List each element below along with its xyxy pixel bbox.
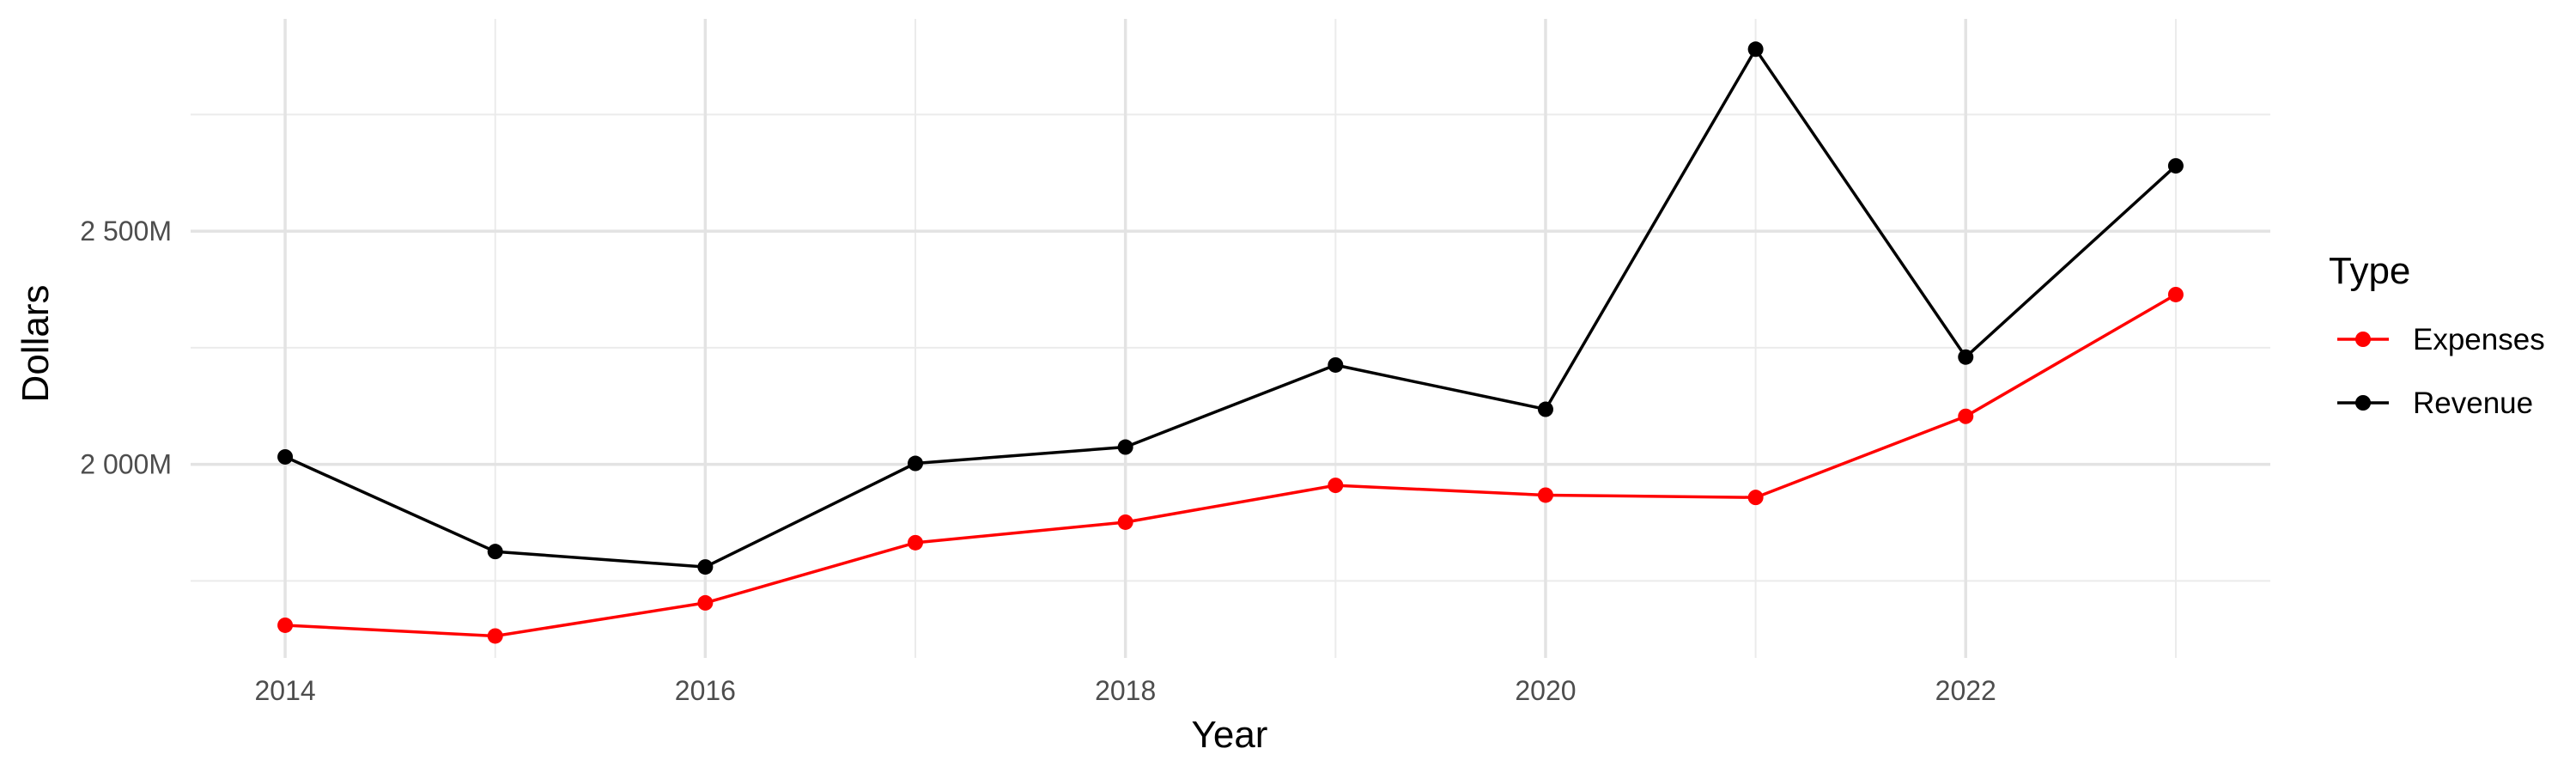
legend-title: Type — [2329, 250, 2410, 292]
revenue-point — [487, 544, 503, 560]
legend-items: Expenses Revenue — [2337, 323, 2545, 420]
x-tick-label: 2014 — [254, 675, 315, 706]
revenue-point — [1117, 439, 1133, 455]
expenses-point — [1537, 487, 1553, 503]
revenue-point — [1958, 349, 1974, 365]
series-layer — [277, 41, 2184, 644]
legend-key-revenue-point — [2355, 395, 2371, 411]
x-tick-label: 2022 — [1935, 675, 1996, 706]
legend-label-revenue: Revenue — [2413, 386, 2533, 420]
expenses-point — [1117, 514, 1133, 530]
revenue-point — [1747, 41, 1764, 58]
y-tick-label: 2 500M — [80, 216, 172, 247]
expenses-point — [697, 594, 714, 611]
expenses-point — [1747, 490, 1764, 506]
expenses-point — [1327, 478, 1344, 494]
expenses-line — [285, 293, 2177, 638]
minor-gridlines — [191, 19, 2270, 658]
x-tick-label: 2016 — [675, 675, 736, 706]
expenses-point — [908, 534, 924, 551]
expenses-point — [487, 628, 503, 644]
x-axis-ticks: 2014 2016 2018 2020 2022 — [254, 675, 1996, 706]
x-tick-label: 2018 — [1095, 675, 1156, 706]
y-tick-label: 2 000M — [80, 449, 172, 480]
expenses-point — [1958, 408, 1974, 424]
revenue-line — [284, 47, 2178, 569]
y-axis-title: Dollars — [15, 285, 57, 403]
y-axis-ticks: 2 000M 2 500M — [80, 216, 172, 480]
major-gridlines — [191, 19, 2270, 658]
revenue-point — [1537, 401, 1553, 417]
revenue-point — [2167, 158, 2184, 174]
x-tick-label: 2020 — [1515, 675, 1576, 706]
revenue-point — [1327, 356, 1344, 373]
legend-label-expenses: Expenses — [2413, 323, 2545, 356]
x-axis-title: Year — [1192, 714, 1268, 756]
legend: Type Expenses Revenue — [2329, 250, 2545, 420]
revenue-point — [697, 559, 714, 575]
revenue-point — [277, 448, 294, 465]
revenue-point — [908, 455, 924, 472]
plot-panel — [191, 19, 2270, 658]
expenses-point — [2167, 286, 2184, 302]
legend-key-expenses-point — [2355, 332, 2371, 347]
expenses-point — [277, 617, 294, 633]
